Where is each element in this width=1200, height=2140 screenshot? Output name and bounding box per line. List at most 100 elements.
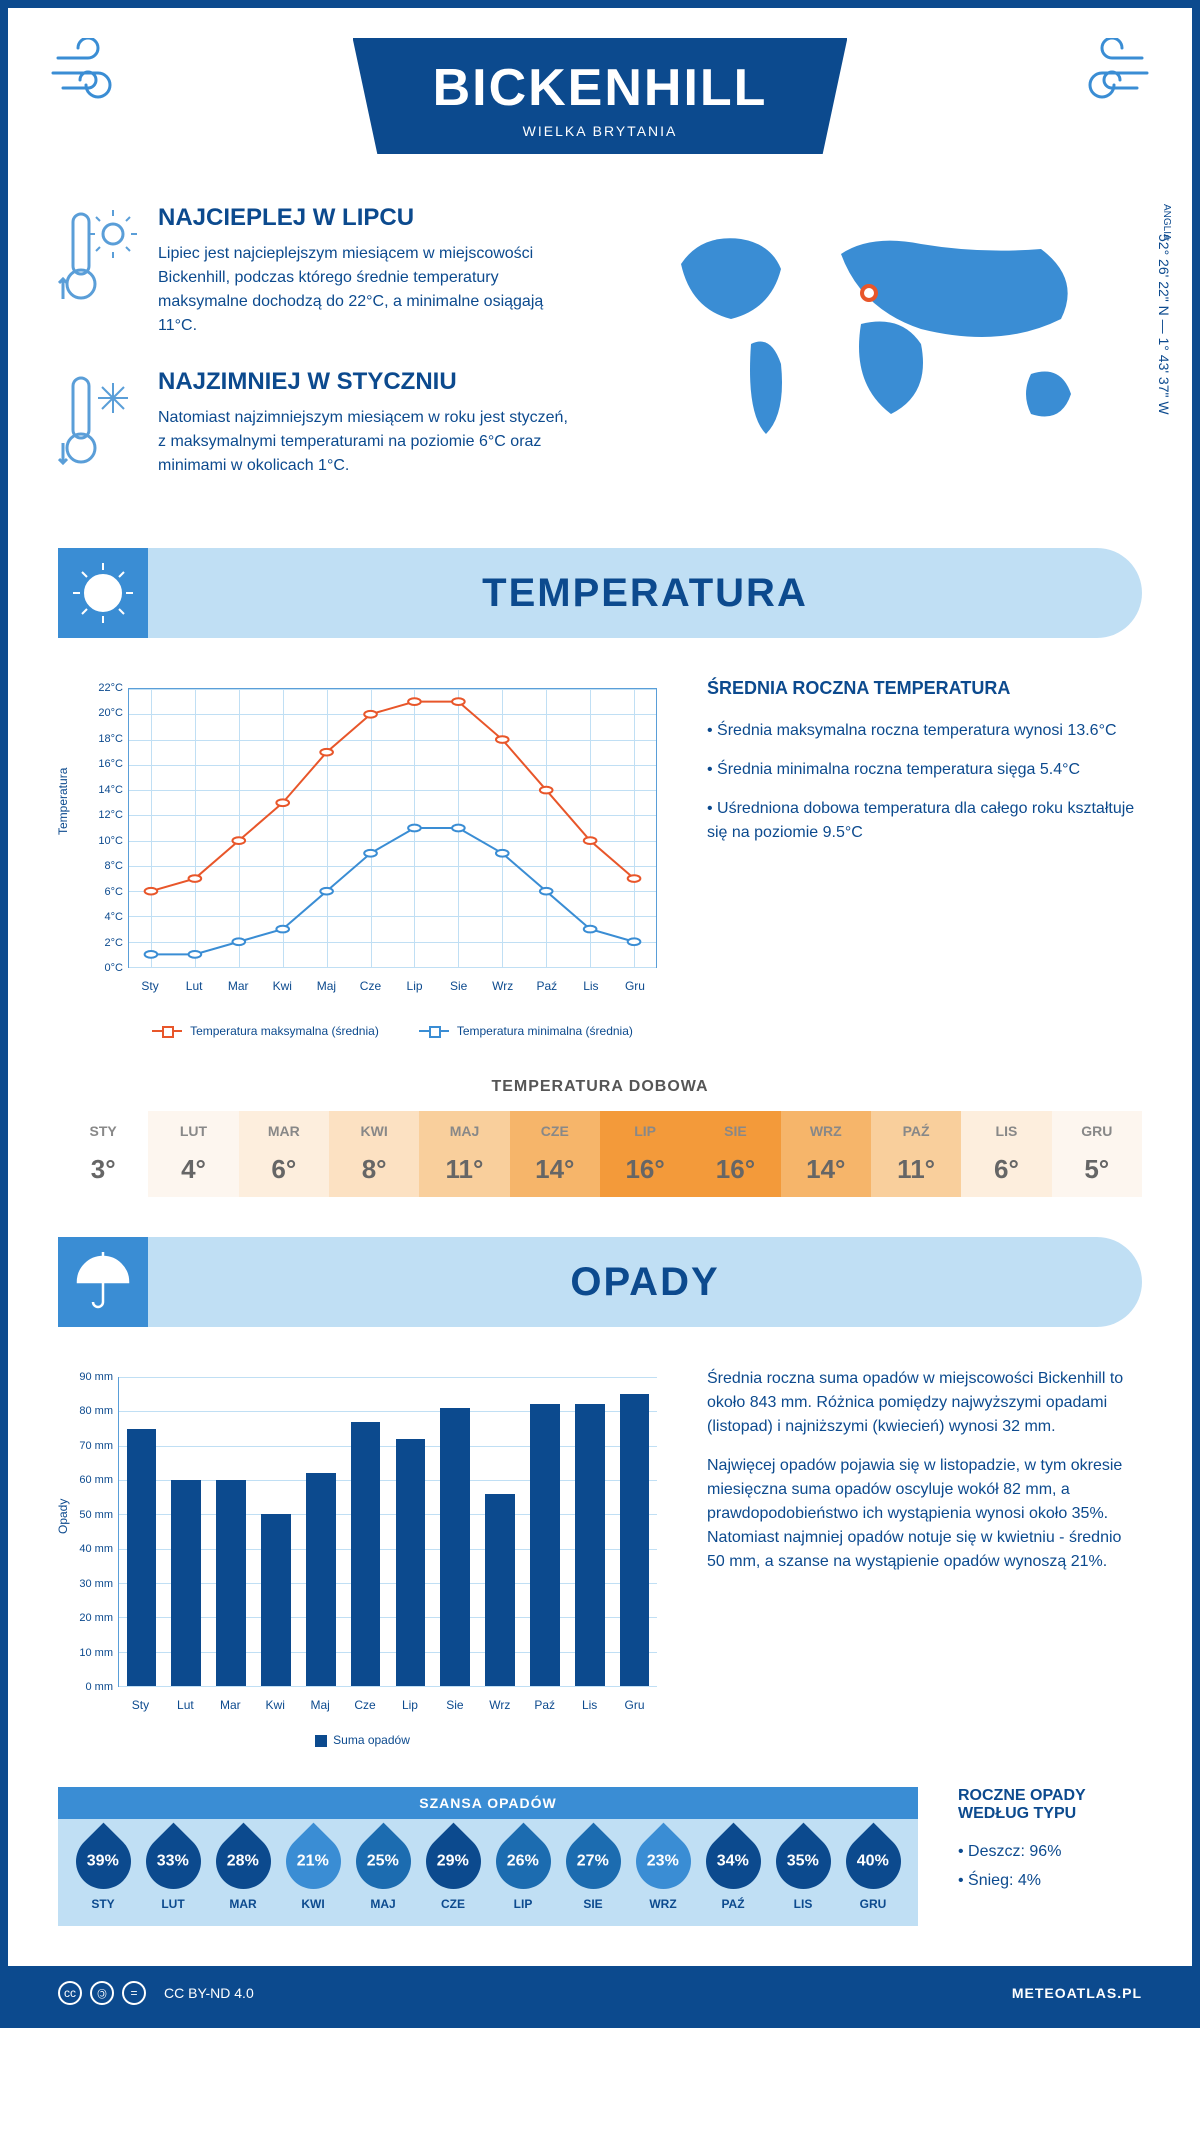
chance-drop: 29% CZE <box>418 1834 488 1911</box>
daily-temp-cell: LUT4° <box>148 1111 238 1197</box>
raindrop-icon: 25% <box>344 1823 422 1901</box>
thermometer-snow-icon <box>58 368 138 478</box>
chance-value: 27% <box>577 1853 609 1871</box>
raindrop-icon: 28% <box>204 1823 282 1901</box>
month-label: STY <box>62 1123 144 1139</box>
chance-value: 39% <box>87 1853 119 1871</box>
month-label: PAŹ <box>875 1123 957 1139</box>
raindrop-icon: 21% <box>274 1823 352 1901</box>
chance-drop: 27% SIE <box>558 1834 628 1911</box>
month-label: PAŹ <box>698 1897 768 1911</box>
x-tick-label: Gru <box>625 1698 645 1712</box>
temp-value: 8° <box>333 1154 415 1185</box>
coldest-text: Natomiast najzimniejszym miesiącem w rok… <box>158 406 580 478</box>
chance-drop: 34% PAŹ <box>698 1834 768 1911</box>
month-label: SIE <box>558 1897 628 1911</box>
month-label: STY <box>68 1897 138 1911</box>
month-label: MAR <box>208 1897 278 1911</box>
chance-drop: 33%LUT <box>138 1834 208 1911</box>
y-tick-label: 8°C <box>83 860 123 872</box>
raindrop-icon: 23% <box>624 1823 702 1901</box>
temp-bullet: • Średnia minimalna roczna temperatura s… <box>707 758 1142 782</box>
month-label: LIS <box>965 1123 1047 1139</box>
x-tick-label: Cze <box>354 1698 375 1712</box>
umbrella-icon <box>58 1237 148 1327</box>
chance-value: 26% <box>507 1853 539 1871</box>
precip-bar <box>351 1422 381 1686</box>
raindrop-icon: 29% <box>414 1823 492 1901</box>
daily-temp-cell: SIE16° <box>690 1111 780 1197</box>
chance-value: 34% <box>717 1853 749 1871</box>
section-title: TEMPERATURA <box>148 571 1142 616</box>
chance-drop: 26%LIP <box>488 1834 558 1911</box>
month-label: MAJ <box>423 1123 505 1139</box>
x-tick-label: Sty <box>132 1698 149 1712</box>
y-tick-label: 30 mm <box>73 1578 113 1590</box>
month-label: CZE <box>418 1897 488 1911</box>
raindrop-icon: 27% <box>554 1823 632 1901</box>
cc-icon: cc <box>58 1981 82 2005</box>
month-label: KWI <box>278 1897 348 1911</box>
y-axis-label: Temperatura <box>56 768 70 835</box>
month-label: WRZ <box>785 1123 867 1139</box>
month-label: GRU <box>838 1897 908 1911</box>
by-icon: 🄯 <box>90 1981 114 2005</box>
precipitation-section-header: OPADY <box>58 1237 1142 1327</box>
precip-bar <box>216 1480 246 1686</box>
temp-info-heading: ŚREDNIA ROCZNA TEMPERATURA <box>707 678 1142 699</box>
x-tick-label: Maj <box>317 979 336 993</box>
section-title: OPADY <box>148 1260 1142 1305</box>
page-header: BICKENHILL WIELKA BRYTANIA <box>8 8 1192 204</box>
y-tick-label: 40 mm <box>73 1543 113 1555</box>
month-label: WRZ <box>628 1897 698 1911</box>
raindrop-icon: 26% <box>484 1823 562 1901</box>
x-tick-label: Mar <box>228 979 249 993</box>
y-tick-label: 4°C <box>83 911 123 923</box>
y-tick-label: 22°C <box>83 682 123 694</box>
site-name: METEOATLAS.PL <box>1012 1985 1142 2001</box>
x-tick-label: Mar <box>220 1698 241 1712</box>
temp-value: 11° <box>423 1154 505 1185</box>
warmest-fact: NAJCIEPLEJ W LIPCU Lipiec jest najcieple… <box>58 204 580 338</box>
x-tick-label: Lis <box>583 979 598 993</box>
x-tick-label: Lip <box>407 979 423 993</box>
y-tick-label: 90 mm <box>73 1371 113 1383</box>
coldest-title: NAJZIMNIEJ W STYCZNIU <box>158 368 580 396</box>
y-tick-label: 20°C <box>83 707 123 719</box>
month-label: LUT <box>152 1123 234 1139</box>
x-tick-label: Cze <box>360 979 381 993</box>
temp-value: 14° <box>785 1154 867 1185</box>
daily-temp-cell: MAR6° <box>239 1111 329 1197</box>
warmest-title: NAJCIEPLEJ W LIPCU <box>158 204 580 232</box>
chance-drop: 21%KWI <box>278 1834 348 1911</box>
precip-bar <box>530 1404 560 1686</box>
precip-bar <box>575 1404 605 1686</box>
temp-value: 6° <box>965 1154 1047 1185</box>
coldest-fact: NAJZIMNIEJ W STYCZNIU Natomiast najzimni… <box>58 368 580 478</box>
month-label: MAR <box>243 1123 325 1139</box>
y-tick-label: 70 mm <box>73 1440 113 1452</box>
coordinates: 52° 26' 22" N — 1° 43' 37" W <box>1156 234 1172 415</box>
precip-bar <box>396 1439 426 1686</box>
precipitation-bar-chart: Opady Suma opadów 0 mm10 mm20 mm30 mm40 … <box>58 1367 667 1747</box>
raindrop-icon: 40% <box>834 1823 912 1901</box>
x-tick-label: Wrz <box>489 1698 510 1712</box>
chance-value: 29% <box>437 1853 469 1871</box>
chance-drop: 25%MAJ <box>348 1834 418 1911</box>
wind-icon <box>48 38 138 124</box>
y-tick-label: 10 mm <box>73 1647 113 1659</box>
precip-type-heading: ROCZNE OPADY WEDŁUG TYPU <box>958 1787 1142 1823</box>
chance-drop: 35%LIS <box>768 1834 838 1911</box>
precip-bar <box>485 1494 515 1686</box>
month-label: MAJ <box>348 1897 418 1911</box>
x-tick-label: Gru <box>625 979 645 993</box>
city-name: BICKENHILL <box>433 58 768 118</box>
month-label: LUT <box>138 1897 208 1911</box>
precip-bar <box>620 1394 650 1686</box>
month-label: SIE <box>694 1123 776 1139</box>
daily-temp-cell: LIS 6° <box>961 1111 1051 1197</box>
y-axis-label: Opady <box>56 1499 70 1534</box>
precip-type-line: • Śnieg: 4% <box>958 1867 1142 1896</box>
precip-bar <box>440 1408 470 1686</box>
y-tick-label: 0°C <box>83 962 123 974</box>
